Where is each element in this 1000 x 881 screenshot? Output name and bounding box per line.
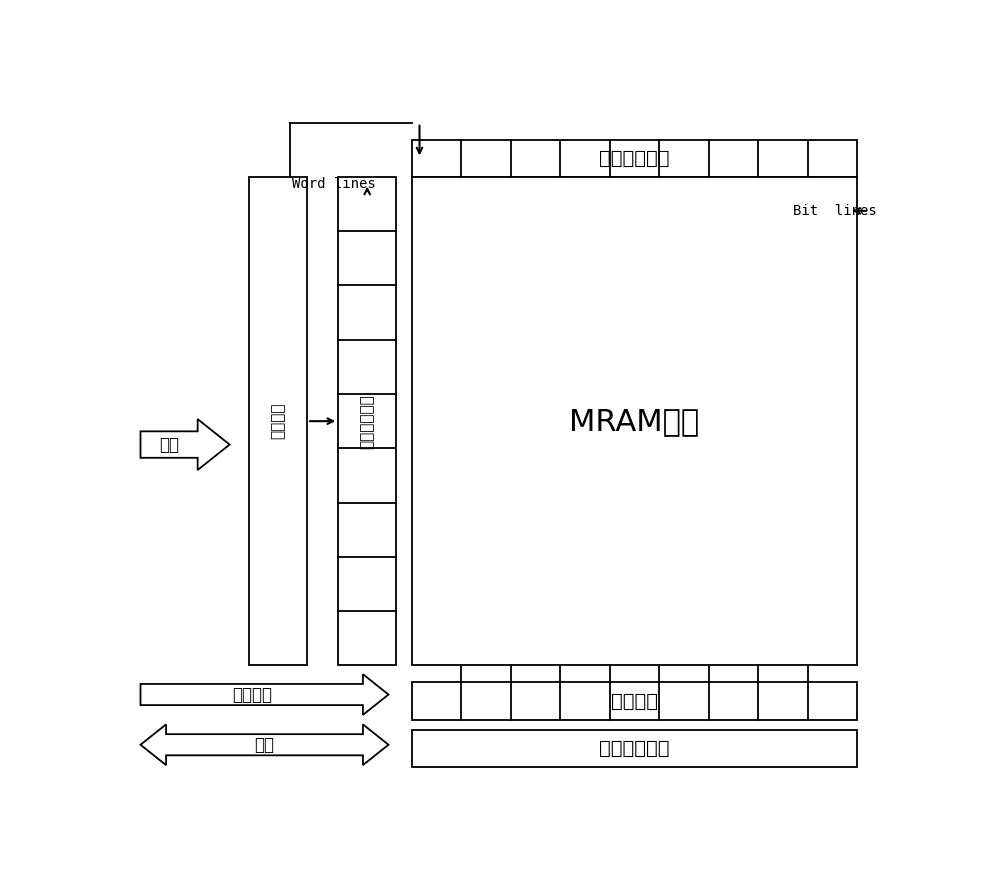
Bar bbox=[338, 177, 396, 665]
Text: 地址获取: 地址获取 bbox=[271, 403, 286, 440]
Text: MRAM阵列: MRAM阵列 bbox=[570, 407, 700, 436]
Bar bbox=[412, 139, 857, 177]
Text: 输入输出控制: 输入输出控制 bbox=[599, 739, 670, 758]
Bar bbox=[412, 682, 857, 720]
Text: Bit  lines: Bit lines bbox=[793, 204, 877, 218]
Bar bbox=[249, 177, 307, 665]
Bar bbox=[412, 177, 857, 665]
Polygon shape bbox=[140, 419, 230, 470]
Text: 其他信号: 其他信号 bbox=[232, 685, 272, 704]
Text: 读写控制: 读写控制 bbox=[611, 692, 658, 710]
Polygon shape bbox=[140, 724, 388, 765]
Text: 地址: 地址 bbox=[159, 435, 179, 454]
Text: 列地址解码器: 列地址解码器 bbox=[599, 149, 670, 167]
Text: 行地址界面器: 行地址界面器 bbox=[360, 394, 375, 448]
Text: Word lines: Word lines bbox=[292, 176, 375, 190]
Text: 数据: 数据 bbox=[254, 736, 274, 754]
Polygon shape bbox=[140, 674, 388, 714]
Bar bbox=[412, 729, 857, 767]
